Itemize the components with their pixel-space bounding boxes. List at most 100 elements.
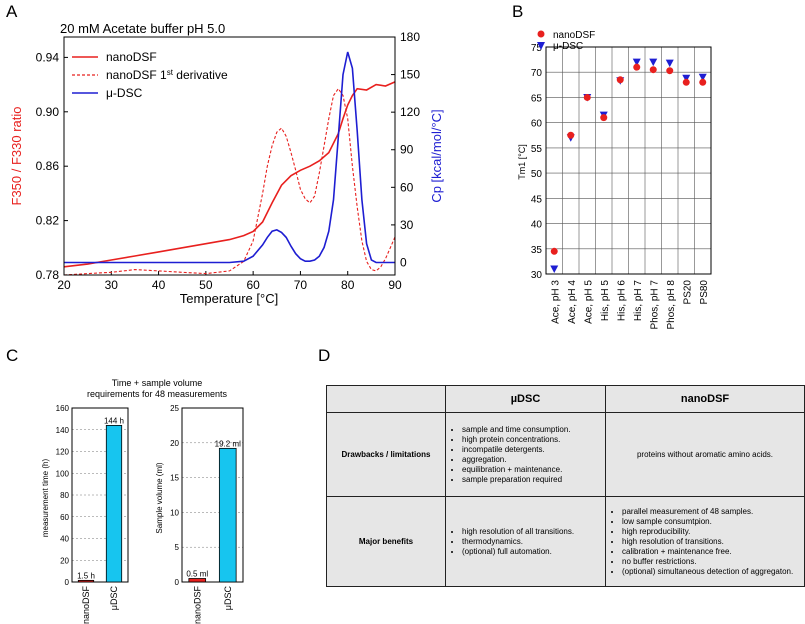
list-item: high resolution of all transitions. <box>462 527 599 537</box>
y-tick-label: 120 <box>56 448 70 457</box>
chart-b-legend: nanoDSF μ-DSC <box>537 30 595 52</box>
y-tick-label: 15 <box>170 474 179 483</box>
y-tick-label: 60 <box>531 119 543 130</box>
point-nanodsf <box>583 93 591 101</box>
list-item: thermodynamics. <box>462 537 599 547</box>
chart-b-ylabel: Tm1 [°C] <box>517 144 527 180</box>
point-dsc <box>665 59 674 68</box>
y-tick-label: 70 <box>531 68 543 79</box>
legend-marker-dsc <box>537 42 545 50</box>
x-tick-label: His, pH 6 <box>616 280 627 322</box>
chart-a-legend: nanoDSF nanoDSF 1st derivative μ-DSC <box>72 50 228 100</box>
y-tick-label: 100 <box>56 469 70 478</box>
list-item: sample and time consumption. <box>462 425 599 435</box>
x-tick-label: μDSC <box>109 585 119 610</box>
x-tick-label: PS20 <box>682 280 693 305</box>
bar-value-label: 19.2 ml <box>215 439 241 448</box>
point-nanodsf <box>616 76 624 84</box>
x-tick-label: PS80 <box>699 280 710 305</box>
chart-c: Time + sample volume requirements for 48… <box>41 378 244 624</box>
legend-b-nanodsf: nanoDSF <box>553 30 595 41</box>
bar-value-label: 0.5 ml <box>186 570 208 579</box>
series-line-dsc <box>64 51 395 264</box>
y-tick-label: 10 <box>170 508 179 517</box>
list-item: calibration + maintenance free. <box>622 547 798 557</box>
list-item: (optional) simultaneous detection of agg… <box>622 567 798 577</box>
x-tick-label: μDSC <box>223 585 233 610</box>
y-tick-label: 160 <box>56 404 70 413</box>
panel-label-c: C <box>6 346 19 365</box>
x-tick-label: 80 <box>341 278 355 292</box>
table-row-benefits: Major benefits high resolution of all tr… <box>326 496 805 587</box>
point-nanodsf <box>649 66 657 74</box>
panel-label-d: D <box>318 346 331 365</box>
y2-tick-label: 180 <box>400 30 420 44</box>
y2-tick-label: 0 <box>400 255 407 269</box>
y-tick-label: 80 <box>60 491 69 500</box>
y2-tick-label: 60 <box>400 180 414 194</box>
y-tick-label: 0.82 <box>36 214 60 228</box>
chart-a-title: 20 mM Acetate buffer pH 5.0 <box>60 21 225 36</box>
legend-nanodsf: nanoDSF <box>106 50 157 64</box>
point-dsc <box>550 265 559 273</box>
table-row-drawbacks: Drawbacks / limitations sample and time … <box>326 412 805 497</box>
y-tick-label: 40 <box>531 220 543 231</box>
bar-nanodsf-volume <box>188 578 207 583</box>
list-item: high reproducibility. <box>622 527 798 537</box>
chart-c-title-2: requirements for 48 measurements <box>87 389 228 399</box>
list-item: parallel measurement of 48 samples. <box>622 507 798 517</box>
x-tick-label: Phos, pH 8 <box>666 280 677 330</box>
y-tick-label: 75 <box>531 43 543 54</box>
bar-value-label: 1.5 h <box>77 571 95 580</box>
panel-label-b: B <box>512 2 524 21</box>
y-tick-label: 45 <box>531 194 543 205</box>
list-item: high resolution of transitions. <box>622 537 798 547</box>
row-label-benefits: Major benefits <box>326 496 446 587</box>
y-tick-label: 50 <box>531 169 543 180</box>
bar-dsc-time <box>105 425 123 583</box>
legend-b-dsc: μ-DSC <box>553 41 583 52</box>
y-tick-label: 0 <box>65 578 70 587</box>
legend-marker-nanodsf <box>537 30 545 38</box>
comparison-table: µDSC nanoDSF Drawbacks / limitations sam… <box>326 385 805 587</box>
y-tick-label: 0.86 <box>36 159 60 173</box>
list-item: (optional) full automation. <box>462 547 599 557</box>
y2-tick-label: 150 <box>400 68 420 82</box>
point-nanodsf <box>600 114 608 122</box>
y-tick-label: 30 <box>531 270 543 281</box>
y-tick-label: 40 <box>60 535 69 544</box>
bar-dsc-volume <box>218 447 237 583</box>
x-tick-label: Ace, pH 5 <box>583 280 594 324</box>
chart-c-title-1: Time + sample volume <box>112 378 202 388</box>
cell-dsc-benefits: high resolution of all transitions. ther… <box>445 496 606 587</box>
x-tick-label: 60 <box>246 278 260 292</box>
chart-a-y2label: Cp [kcal/mol/°C] <box>429 109 444 202</box>
point-nanodsf <box>682 78 690 86</box>
x-tick-label: Ace, pH 4 <box>567 280 578 324</box>
y-tick-label: 0 <box>175 578 180 587</box>
list-item: incompatile detergents. <box>462 445 599 455</box>
x-tick-label: His, pH 5 <box>600 280 611 322</box>
point-dsc <box>698 73 707 82</box>
table-header-nanodsf: nanoDSF <box>605 385 805 413</box>
point-nanodsf <box>699 78 707 86</box>
y-tick-label: 140 <box>56 426 70 435</box>
legend-dsc: μ-DSC <box>106 86 143 100</box>
x-tick-label: 40 <box>152 278 166 292</box>
cell-nanodsf-drawbacks: proteins without aromatic amino acids. <box>605 412 805 497</box>
row-label-drawbacks: Drawbacks / limitations <box>326 412 446 497</box>
list-item: equilibration + maintenance. <box>462 465 599 475</box>
list-item: aggregation. <box>462 455 599 465</box>
x-tick-label: 90 <box>388 278 402 292</box>
bar-value-label: 144 h <box>104 416 124 425</box>
y-tick-label: 60 <box>60 513 69 522</box>
bar-frame <box>71 407 129 583</box>
y-tick-label: 0.94 <box>36 50 60 64</box>
y-tick-label: 20 <box>60 556 69 565</box>
point-dsc <box>632 58 641 67</box>
y-tick-label: 55 <box>531 144 543 155</box>
y-tick-label: 35 <box>531 245 543 256</box>
chart-a: 20 mM Acetate buffer pH 5.0 20 30 40 50 60 70… <box>9 21 444 306</box>
y-tick-label: 0.78 <box>36 268 60 282</box>
x-tick-label: 70 <box>294 278 308 292</box>
